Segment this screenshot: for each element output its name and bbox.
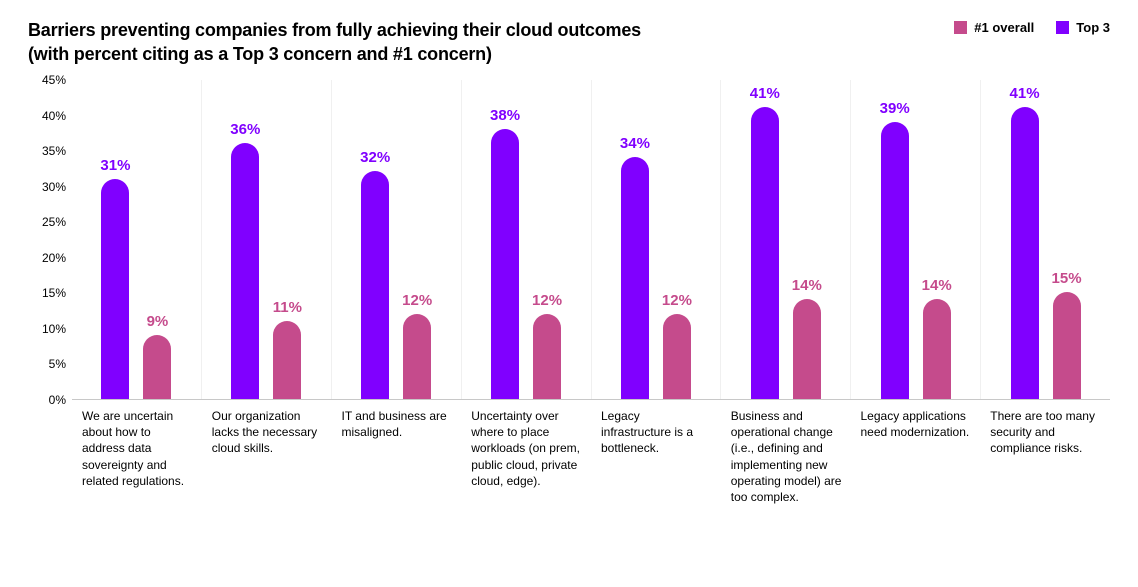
bar-number1: 12% xyxy=(403,314,431,399)
bar-value-label: 15% xyxy=(1052,270,1082,287)
bar-top3: 31% xyxy=(101,179,129,399)
x-label: We are uncertain about how to address da… xyxy=(72,406,202,505)
header: Barriers preventing companies from fully… xyxy=(28,18,1110,67)
x-label: Business and operational change (i.e., d… xyxy=(721,406,851,505)
bar-top3: 39% xyxy=(881,122,909,399)
bar-group: 41% 14% xyxy=(720,80,850,399)
bar-value-label: 41% xyxy=(750,85,780,102)
bar-value-label: 12% xyxy=(532,292,562,309)
y-tick: 40% xyxy=(42,109,66,123)
bar-value-label: 34% xyxy=(620,135,650,152)
x-label: There are too many security and complian… xyxy=(980,406,1110,505)
legend-label-number1: #1 overall xyxy=(974,20,1034,35)
bar-value-label: 9% xyxy=(147,313,169,330)
legend-label-top3: Top 3 xyxy=(1076,20,1110,35)
y-tick: 25% xyxy=(42,215,66,229)
legend-swatch-top3 xyxy=(1056,21,1069,34)
bar-value-label: 14% xyxy=(922,277,952,294)
x-label: Legacy infrastructure is a bottleneck. xyxy=(591,406,721,505)
bar-value-label: 41% xyxy=(1010,85,1040,102)
x-axis-labels: We are uncertain about how to address da… xyxy=(72,406,1110,505)
bar-group: 41% 15% xyxy=(980,80,1110,399)
y-tick: 20% xyxy=(42,251,66,265)
x-label: Legacy applications need modernization. xyxy=(851,406,981,505)
bar-value-label: 39% xyxy=(880,100,910,117)
legend-swatch-number1 xyxy=(954,21,967,34)
bar-group: 32% 12% xyxy=(331,80,461,399)
y-tick: 5% xyxy=(49,357,66,371)
bar-value-label: 38% xyxy=(490,107,520,124)
bar-top3: 41% xyxy=(751,107,779,399)
y-tick: 10% xyxy=(42,322,66,336)
bar-number1: 14% xyxy=(793,299,821,399)
bar-group: 39% 14% xyxy=(850,80,980,399)
bar-top3: 38% xyxy=(491,129,519,399)
bar-number1: 14% xyxy=(923,299,951,399)
plot-area: 31% 9% 36% 11% 32% 12% 38% 12% 34% 12% 41% 14% 39% 14… xyxy=(72,80,1110,400)
bar-value-label: 12% xyxy=(662,292,692,309)
bar-number1: 11% xyxy=(273,321,301,399)
bar-value-label: 31% xyxy=(100,157,130,174)
legend-item-number1: #1 overall xyxy=(954,20,1034,35)
bar-top3: 36% xyxy=(231,143,259,399)
bar-group: 36% 11% xyxy=(201,80,331,399)
x-label: Our organization lacks the necessary clo… xyxy=(202,406,332,505)
bar-top3: 34% xyxy=(621,157,649,399)
legend-item-top3: Top 3 xyxy=(1056,20,1110,35)
bar-number1: 15% xyxy=(1053,292,1081,399)
title-line-2: (with percent citing as a Top 3 concern … xyxy=(28,44,492,64)
bar-number1: 12% xyxy=(663,314,691,399)
y-tick: 15% xyxy=(42,286,66,300)
bar-value-label: 36% xyxy=(230,121,260,138)
bar-number1: 12% xyxy=(533,314,561,399)
x-label: IT and business are misaligned. xyxy=(332,406,462,505)
chart: 0%5%10%15%20%25%30%35%40%45% 31%9%36%11%… xyxy=(28,80,1110,577)
y-axis: 0%5%10%15%20%25%30%35%40%45% xyxy=(28,80,72,400)
bar-group: 34% 12% xyxy=(591,80,721,399)
y-tick: 30% xyxy=(42,180,66,194)
bar-top3: 32% xyxy=(361,171,389,399)
bar-value-label: 14% xyxy=(792,277,822,294)
x-label: Uncertainty over where to place workload… xyxy=(461,406,591,505)
y-tick: 45% xyxy=(42,73,66,87)
bar-group: 31% 9% xyxy=(72,80,201,399)
bar-number1: 9% xyxy=(143,335,171,399)
y-tick: 0% xyxy=(49,393,66,407)
bar-value-label: 11% xyxy=(273,299,302,316)
bar-group: 38% 12% xyxy=(461,80,591,399)
bar-value-label: 32% xyxy=(360,149,390,166)
bar-value-label: 12% xyxy=(402,292,432,309)
bar-top3: 41% xyxy=(1011,107,1039,399)
title-line-1: Barriers preventing companies from fully… xyxy=(28,20,641,40)
y-tick: 35% xyxy=(42,144,66,158)
legend: #1 overall Top 3 xyxy=(954,20,1110,35)
chart-title: Barriers preventing companies from fully… xyxy=(28,18,641,67)
